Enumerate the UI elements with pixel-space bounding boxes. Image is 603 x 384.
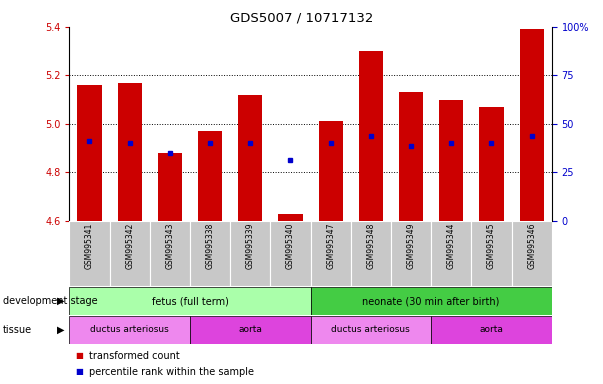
Text: aorta: aorta [479, 325, 504, 334]
Bar [238, 95, 262, 221]
Bar [190, 316, 311, 344]
Bar [520, 29, 544, 221]
Bar [472, 221, 511, 286]
Text: GSM995340: GSM995340 [286, 223, 295, 269]
Bar [431, 221, 472, 286]
Bar [230, 221, 270, 286]
Text: ■: ■ [75, 367, 83, 376]
Text: ductus arteriosus: ductus arteriosus [90, 325, 169, 334]
Bar [391, 221, 431, 286]
Bar [270, 221, 311, 286]
Bar [69, 221, 110, 286]
Bar [158, 153, 182, 221]
Bar [479, 107, 504, 221]
Bar [77, 85, 101, 221]
Text: GDS5007 / 10717132: GDS5007 / 10717132 [230, 12, 373, 25]
Text: tissue: tissue [3, 325, 32, 335]
Text: GSM995349: GSM995349 [406, 223, 415, 269]
Text: GSM995345: GSM995345 [487, 223, 496, 269]
Text: GSM995341: GSM995341 [85, 223, 94, 269]
Bar [399, 92, 423, 221]
Text: ductus arteriosus: ductus arteriosus [332, 325, 410, 334]
Text: GSM995338: GSM995338 [206, 223, 215, 269]
Text: GSM995342: GSM995342 [125, 223, 134, 269]
Text: aorta: aorta [238, 325, 262, 334]
Text: GSM995346: GSM995346 [527, 223, 536, 269]
Bar [118, 83, 142, 221]
Bar [439, 99, 463, 221]
Text: development stage: development stage [3, 296, 98, 306]
Text: GSM995339: GSM995339 [246, 223, 254, 269]
Text: GSM995343: GSM995343 [165, 223, 174, 269]
Bar [190, 221, 230, 286]
Text: percentile rank within the sample: percentile rank within the sample [89, 366, 254, 377]
Bar [359, 51, 383, 221]
Text: ▶: ▶ [57, 296, 65, 306]
Text: ■: ■ [75, 351, 83, 361]
Bar [198, 131, 222, 221]
Text: neonate (30 min after birth): neonate (30 min after birth) [362, 296, 500, 306]
Bar [311, 287, 552, 315]
Text: GSM995347: GSM995347 [326, 223, 335, 269]
Bar [318, 121, 343, 221]
Bar [110, 221, 150, 286]
Bar [150, 221, 190, 286]
Text: GSM995344: GSM995344 [447, 223, 456, 269]
Bar [311, 316, 431, 344]
Bar [351, 221, 391, 286]
Text: GSM995348: GSM995348 [367, 223, 375, 269]
Bar [69, 287, 311, 315]
Text: ▶: ▶ [57, 325, 65, 335]
Text: transformed count: transformed count [89, 351, 179, 361]
Bar [431, 316, 552, 344]
Text: fetus (full term): fetus (full term) [151, 296, 229, 306]
Bar [279, 214, 303, 221]
Bar [511, 221, 552, 286]
Bar [311, 221, 351, 286]
Bar [69, 316, 190, 344]
